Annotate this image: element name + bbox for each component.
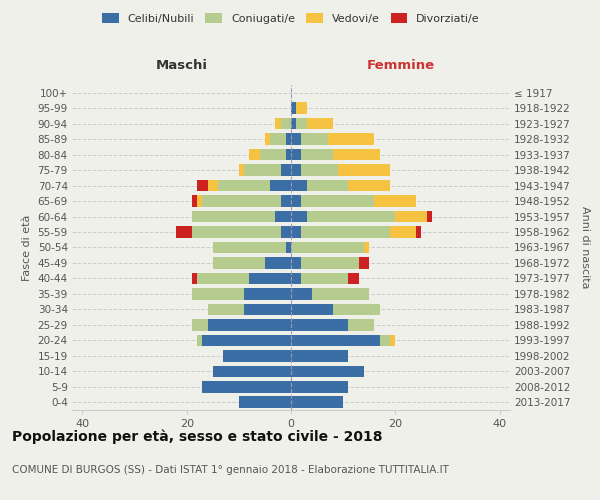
Bar [359,257,369,269]
Bar [380,334,390,346]
Bar [291,102,296,114]
Bar [218,180,270,192]
Bar [291,149,301,160]
Bar [192,196,197,207]
Bar [244,304,291,315]
Bar [275,118,281,130]
Bar [249,149,260,160]
Bar [270,134,286,145]
Bar [197,334,202,346]
Bar [249,272,291,284]
Bar [286,134,291,145]
Bar [197,272,249,284]
Bar [291,319,349,330]
Bar [192,288,244,300]
Bar [281,164,291,176]
Bar [202,196,281,207]
Bar [296,118,307,130]
Bar [291,381,349,392]
Bar [307,210,395,222]
Bar [208,319,291,330]
Bar [364,242,369,254]
Bar [291,257,301,269]
Bar [349,319,374,330]
Bar [286,242,291,254]
Bar [291,196,301,207]
Bar [208,180,218,192]
Bar [333,304,380,315]
Bar [349,272,359,284]
Bar [338,164,390,176]
Bar [291,118,296,130]
Text: COMUNE DI BURGOS (SS) - Dati ISTAT 1° gennaio 2018 - Elaborazione TUTTITALIA.IT: COMUNE DI BURGOS (SS) - Dati ISTAT 1° ge… [12,465,449,475]
Y-axis label: Anni di nascita: Anni di nascita [580,206,590,288]
Bar [202,381,291,392]
Bar [291,350,349,362]
Bar [291,366,364,377]
Bar [296,102,307,114]
Bar [291,210,307,222]
Bar [312,288,369,300]
Bar [176,226,192,238]
Bar [286,149,291,160]
Bar [301,149,333,160]
Bar [416,226,421,238]
Bar [291,288,312,300]
Bar [307,180,349,192]
Bar [192,210,275,222]
Bar [213,257,265,269]
Bar [390,226,416,238]
Bar [244,164,281,176]
Bar [223,350,291,362]
Bar [291,334,380,346]
Bar [260,149,286,160]
Bar [307,118,333,130]
Bar [197,180,208,192]
Bar [192,319,208,330]
Bar [244,288,291,300]
Bar [281,226,291,238]
Bar [192,226,281,238]
Bar [427,210,432,222]
Bar [270,180,291,192]
Bar [333,149,380,160]
Bar [197,196,202,207]
Bar [301,257,359,269]
Bar [275,210,291,222]
Bar [301,196,374,207]
Text: Femmine: Femmine [367,60,434,72]
Bar [239,164,244,176]
Y-axis label: Fasce di età: Fasce di età [22,214,32,280]
Bar [208,304,244,315]
Bar [390,334,395,346]
Bar [291,180,307,192]
Bar [395,210,427,222]
Bar [265,257,291,269]
Bar [291,226,301,238]
Bar [281,118,291,130]
Bar [265,134,270,145]
Bar [349,180,390,192]
Text: Maschi: Maschi [155,60,208,72]
Bar [301,164,338,176]
Bar [301,272,349,284]
Bar [291,396,343,408]
Legend: Celibi/Nubili, Coniugati/e, Vedovi/e, Divorziati/e: Celibi/Nubili, Coniugati/e, Vedovi/e, Di… [102,13,480,24]
Bar [291,242,364,254]
Bar [291,272,301,284]
Bar [301,226,390,238]
Bar [291,134,301,145]
Bar [213,366,291,377]
Bar [328,134,374,145]
Bar [301,134,328,145]
Bar [291,304,333,315]
Bar [239,396,291,408]
Bar [202,334,291,346]
Bar [192,272,197,284]
Bar [213,242,286,254]
Text: Popolazione per età, sesso e stato civile - 2018: Popolazione per età, sesso e stato civil… [12,430,383,444]
Bar [281,196,291,207]
Bar [291,164,301,176]
Bar [374,196,416,207]
